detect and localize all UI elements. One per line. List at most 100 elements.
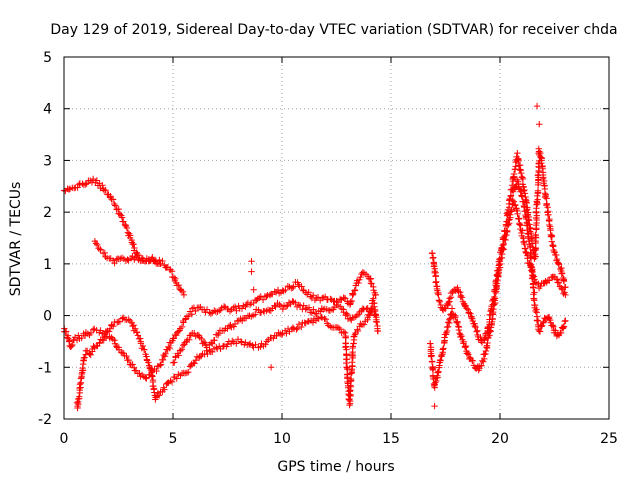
data-point bbox=[130, 322, 137, 329]
data-point bbox=[156, 256, 163, 264]
data-point bbox=[439, 346, 446, 353]
data-point bbox=[211, 337, 218, 344]
data-point bbox=[143, 375, 150, 382]
data-point bbox=[73, 399, 81, 407]
data-point bbox=[278, 331, 286, 339]
data-point bbox=[279, 287, 286, 294]
x-tick-label: 20 bbox=[491, 431, 509, 447]
data-point bbox=[204, 350, 211, 358]
data-point bbox=[482, 347, 490, 355]
data-point bbox=[97, 246, 104, 254]
data-point bbox=[491, 295, 499, 302]
data-point bbox=[348, 297, 356, 305]
data-point bbox=[435, 291, 442, 298]
data-point bbox=[512, 183, 519, 191]
data-point bbox=[515, 185, 523, 192]
grid-lines bbox=[64, 57, 609, 419]
data-point bbox=[75, 332, 82, 339]
data-point bbox=[134, 332, 142, 339]
data-point bbox=[129, 361, 136, 368]
data-point bbox=[182, 370, 189, 377]
data-point bbox=[237, 338, 245, 345]
data-point bbox=[368, 309, 375, 316]
data-point bbox=[349, 343, 357, 350]
data-point bbox=[553, 255, 561, 263]
data-point bbox=[295, 281, 302, 289]
data-point bbox=[524, 222, 532, 229]
data-point bbox=[295, 301, 302, 309]
data-point bbox=[109, 196, 117, 203]
data-point bbox=[148, 373, 156, 380]
data-point bbox=[161, 386, 168, 393]
data-point bbox=[449, 288, 456, 295]
data-point bbox=[546, 221, 553, 229]
data-point bbox=[446, 316, 453, 323]
data-point bbox=[522, 248, 529, 256]
data-point bbox=[80, 354, 88, 362]
data-point bbox=[78, 334, 85, 342]
data-point bbox=[519, 198, 527, 205]
data-point bbox=[192, 307, 199, 315]
data-point bbox=[517, 167, 524, 174]
data-point bbox=[435, 368, 442, 375]
data-point bbox=[87, 351, 94, 359]
data-point bbox=[431, 402, 438, 410]
y-tick-label: 4 bbox=[43, 102, 52, 118]
data-point bbox=[175, 281, 182, 289]
data-point bbox=[468, 314, 475, 322]
data-point bbox=[116, 211, 124, 218]
y-tick-label: 2 bbox=[43, 205, 52, 221]
data-point bbox=[508, 208, 515, 215]
data-point bbox=[521, 208, 528, 215]
data-point bbox=[483, 343, 490, 351]
data-point bbox=[469, 357, 476, 365]
data-point bbox=[172, 275, 179, 283]
data-point bbox=[298, 283, 305, 290]
data-point bbox=[529, 274, 536, 281]
data-point bbox=[113, 319, 121, 326]
data-point bbox=[501, 236, 508, 243]
data-point bbox=[503, 227, 511, 234]
data-point bbox=[245, 341, 253, 348]
data-point bbox=[322, 316, 330, 323]
data-point bbox=[124, 256, 131, 263]
data-points bbox=[60, 102, 569, 412]
data-point bbox=[96, 340, 103, 347]
data-point bbox=[467, 310, 474, 317]
data-point bbox=[133, 329, 141, 336]
data-point bbox=[105, 328, 113, 335]
data-point bbox=[558, 284, 565, 292]
data-point bbox=[457, 292, 465, 299]
data-point bbox=[119, 315, 126, 322]
data-point bbox=[532, 231, 539, 239]
data-point bbox=[477, 333, 484, 341]
data-point bbox=[284, 282, 292, 290]
data-point bbox=[294, 325, 301, 332]
data-point bbox=[309, 292, 317, 299]
data-point bbox=[506, 211, 514, 218]
data-point bbox=[340, 294, 348, 301]
data-point bbox=[500, 246, 507, 253]
data-point bbox=[434, 369, 442, 376]
data-point bbox=[513, 204, 520, 212]
data-point bbox=[233, 340, 240, 347]
data-point bbox=[289, 324, 297, 331]
data-point bbox=[538, 159, 545, 167]
data-point bbox=[465, 351, 472, 358]
data-point bbox=[371, 303, 378, 310]
data-point bbox=[125, 356, 132, 364]
data-point bbox=[109, 335, 117, 343]
data-point bbox=[368, 307, 376, 314]
data-point bbox=[364, 304, 371, 312]
data-point bbox=[521, 240, 528, 248]
data-point bbox=[308, 309, 315, 316]
data-point bbox=[342, 334, 349, 341]
data-point bbox=[263, 338, 271, 345]
data-point bbox=[289, 284, 297, 292]
data-point bbox=[519, 175, 527, 183]
data-point bbox=[553, 251, 560, 259]
data-point bbox=[69, 341, 76, 349]
y-tick-label: 5 bbox=[43, 50, 52, 66]
data-point bbox=[514, 210, 521, 218]
